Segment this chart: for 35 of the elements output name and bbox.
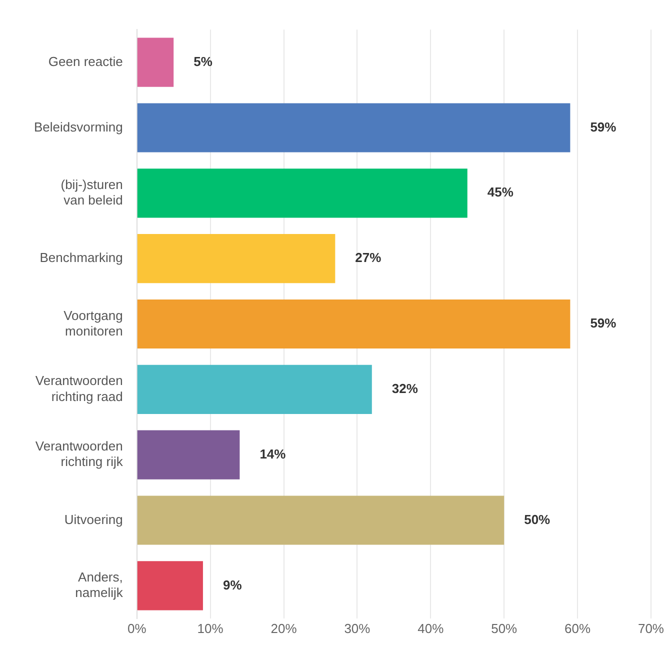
data-label: 27% [355, 250, 382, 266]
bar [137, 430, 240, 480]
x-tick-label: 40% [418, 620, 444, 636]
x-tick-label: 30% [344, 620, 371, 636]
data-label: 9% [222, 577, 242, 592]
y-tick-label: Geen reactie [48, 54, 123, 69]
bar [137, 299, 570, 349]
bar [137, 38, 174, 87]
data-label: 59% [590, 316, 617, 331]
x-tick-label: 10% [197, 620, 224, 636]
y-tick-label: Verantwoorden richting raad [35, 373, 123, 404]
x-tick-label: 70% [638, 620, 664, 636]
data-label: 45% [487, 184, 514, 200]
bar [137, 364, 372, 414]
y-tick-label: Anders, namelijk [75, 569, 124, 600]
data-label: 5% [194, 54, 213, 69]
data-label: 59% [590, 119, 617, 134]
data-label: 14% [260, 446, 286, 462]
x-tick-label: 20% [270, 620, 298, 636]
bar [137, 168, 468, 218]
x-tick-label: 0% [127, 620, 147, 636]
bar [137, 103, 570, 152]
x-tick-label: 60% [564, 620, 591, 636]
data-label: 32% [392, 381, 418, 396]
y-tick-label: Uitvoering [64, 512, 123, 527]
bar [137, 234, 336, 284]
x-tick-label: 50% [491, 620, 518, 636]
y-tick-label: Voortgang monitoren [64, 308, 123, 338]
bar [137, 496, 504, 545]
y-tick-label: (bij-)sturen van beleid [60, 176, 123, 208]
y-tick-label: Verantwoorden richting rijk [35, 438, 124, 470]
y-tick-label: Beleidsvorming [34, 119, 123, 134]
data-label: 50% [524, 512, 551, 527]
y-tick-label: Benchmarking [40, 250, 123, 266]
bar [137, 561, 203, 610]
